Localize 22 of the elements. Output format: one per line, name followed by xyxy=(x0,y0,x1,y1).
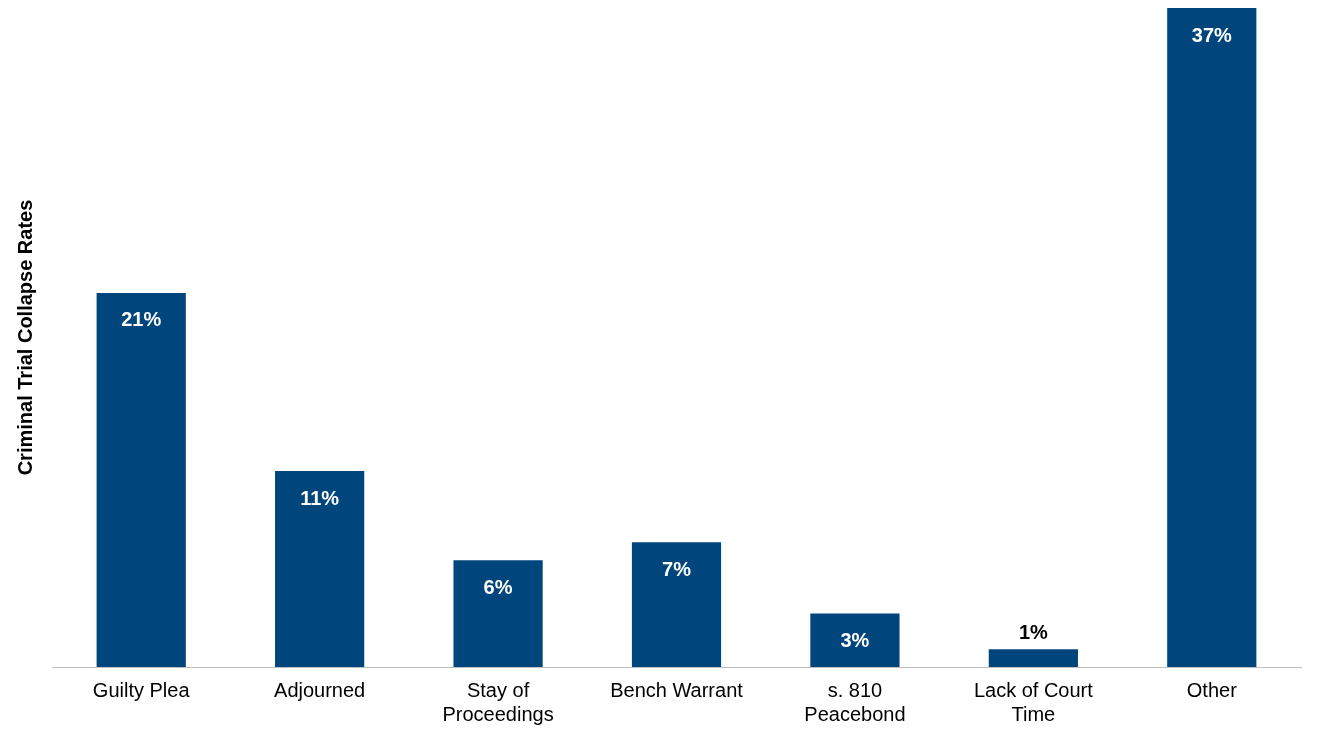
x-tick-label: Other xyxy=(1186,678,1238,701)
bar xyxy=(453,560,543,667)
bar xyxy=(1167,8,1257,667)
x-tick-label: Stay of Proceedings xyxy=(442,678,554,725)
bar xyxy=(810,613,900,667)
data-label: 21% xyxy=(121,308,162,331)
x-tick-label: Guilty Plea xyxy=(92,678,191,701)
bar xyxy=(275,471,365,667)
data-label: 11% xyxy=(300,486,340,509)
data-label: 7% xyxy=(662,557,692,580)
y-axis-title: Criminal Trial Collapse Rates xyxy=(13,199,36,476)
bar xyxy=(96,292,186,667)
data-label: 37% xyxy=(1191,23,1233,46)
data-label: 6% xyxy=(483,575,513,598)
bar xyxy=(631,542,722,667)
x-tick-label: Bench Warrant xyxy=(610,678,744,701)
data-label: 3% xyxy=(840,629,870,652)
data-label: 1% xyxy=(1018,620,1049,643)
x-tick-label: Adjourned xyxy=(274,678,366,701)
x-tick-label: Lack of Court Time xyxy=(973,678,1094,725)
bar xyxy=(988,649,1078,667)
x-tick-label: s. 810 Peacebond xyxy=(804,678,906,725)
